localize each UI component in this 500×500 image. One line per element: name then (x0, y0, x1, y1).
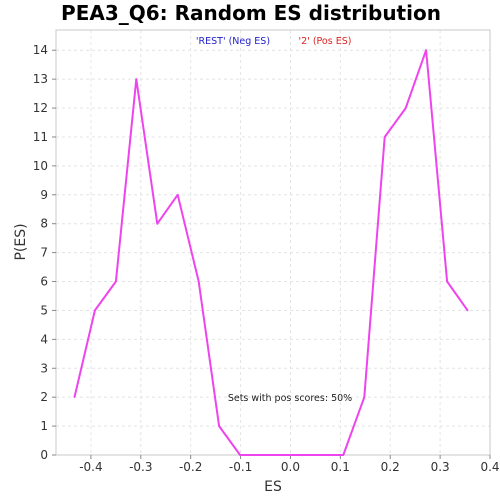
x-tick-label: 0.3 (431, 460, 450, 474)
y-tick-label: 13 (33, 72, 48, 86)
data-point (135, 78, 138, 80)
data-point (176, 193, 179, 196)
series-line (73, 49, 469, 456)
data-point (94, 309, 96, 312)
x-tick-label: 0.2 (381, 460, 400, 474)
data-point (73, 396, 76, 398)
y-tick-label: 3 (40, 361, 48, 375)
y-axis-label: P(ES) (13, 223, 29, 260)
x-tick-label: -0.4 (79, 460, 102, 474)
y-tick-label: 2 (40, 390, 48, 404)
y-tick-label: 1 (40, 419, 48, 433)
x-tick-label: -0.1 (229, 460, 252, 474)
y-tick-label: 4 (40, 332, 48, 346)
data-point (156, 222, 159, 225)
y-tick-label: 12 (33, 101, 48, 115)
data-point (218, 425, 220, 427)
y-tick-label: 8 (40, 217, 48, 231)
data-point (259, 454, 262, 456)
plot-area (55, 29, 491, 456)
x-tick-label: -0.3 (129, 460, 152, 474)
data-point (280, 454, 283, 456)
x-tick-label: 0.4 (480, 460, 499, 474)
x-tick-label: 0.1 (331, 460, 350, 474)
y-tick-label: 11 (33, 130, 48, 144)
data-point (239, 454, 241, 456)
grid (56, 30, 491, 456)
y-tick-label: 9 (40, 188, 48, 202)
data-point (115, 280, 117, 283)
x-tick-label: -0.2 (179, 460, 202, 474)
y-tick-label: 6 (40, 275, 48, 289)
legend-pos: '2' (Pos ES) (299, 36, 352, 47)
chart-title: PEA3_Q6: Random ES distribution (61, 1, 441, 25)
data-point (301, 454, 303, 456)
data-point (363, 396, 366, 398)
y-tick-label: 7 (40, 246, 48, 260)
y-tick-label: 14 (33, 43, 48, 57)
data-point (466, 309, 469, 312)
x-axis-label: ES (264, 479, 282, 495)
data-point (425, 49, 427, 52)
data-point (404, 107, 407, 109)
series-group (73, 49, 469, 456)
y-tick-label: 0 (40, 448, 48, 462)
x-axis: -0.4 -0.3 -0.2 -0.1 0.0 0.1 0.2 0.3 0.4 (79, 455, 500, 474)
data-point (446, 280, 448, 283)
data-point (197, 280, 200, 283)
data-point (342, 454, 345, 456)
y-tick-label: 5 (40, 303, 48, 317)
y-tick-label: 10 (33, 159, 48, 173)
legend-neg: 'REST' (Neg ES) (196, 36, 270, 47)
annotation: Sets with pos scores: 50% (228, 393, 352, 404)
x-tick-label: 0.0 (281, 460, 300, 474)
data-point (383, 136, 386, 138)
data-point (322, 454, 324, 456)
